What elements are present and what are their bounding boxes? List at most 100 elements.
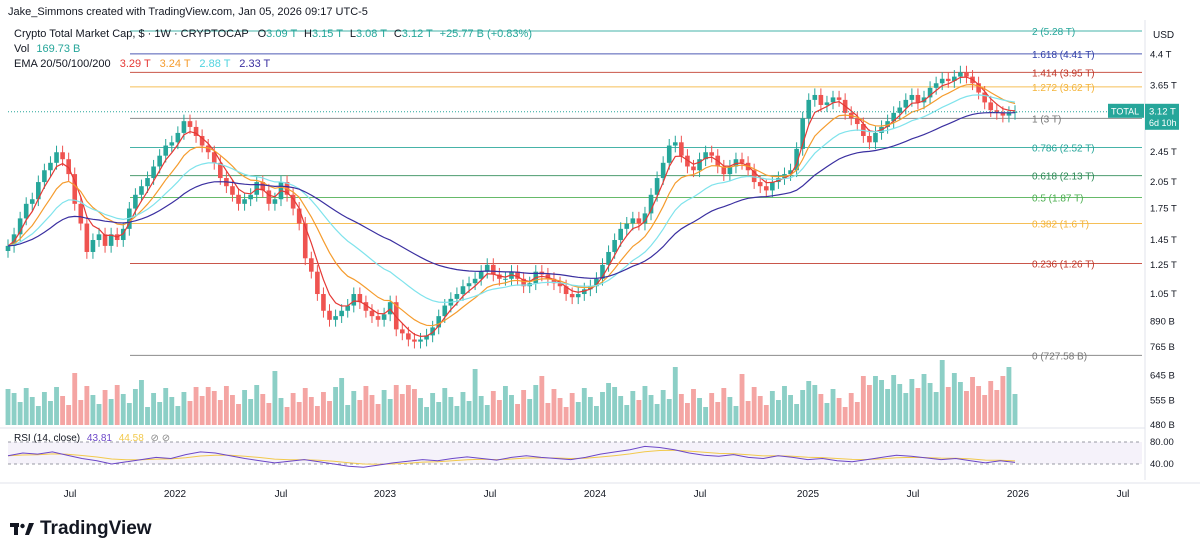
candle-body <box>424 335 429 340</box>
candle-body <box>685 155 690 167</box>
y-tick-label: 765 B <box>1150 342 1175 353</box>
rsi-settings-icon[interactable]: ⊘ ⊘ <box>150 433 171 444</box>
candle-body <box>363 302 369 311</box>
volume-bar <box>727 397 733 425</box>
volume-bar <box>345 405 351 425</box>
candle-body <box>854 118 860 125</box>
volume-bar <box>114 385 120 425</box>
volume-label: Vol <box>14 43 30 55</box>
rsi-ma-value: 44.58 <box>118 433 144 444</box>
fib-level-label: 0 (727.58 B) <box>1032 351 1087 362</box>
volume-bar <box>321 392 326 425</box>
volume-bar <box>818 394 824 425</box>
volume-bar <box>891 375 897 425</box>
volume-bar <box>551 389 557 425</box>
volume-bar <box>163 388 169 425</box>
volume-bar <box>11 393 17 425</box>
candle-body <box>90 240 96 252</box>
candle-body <box>824 102 830 105</box>
close-value: 3.12 T <box>401 28 433 40</box>
candle-body <box>721 166 727 175</box>
volume-bar <box>60 396 66 425</box>
candle-body <box>72 174 78 204</box>
x-tick-label: 2022 <box>164 489 187 500</box>
volume-bar <box>927 383 933 425</box>
candle-body <box>321 294 326 311</box>
volume-bar <box>897 384 903 425</box>
x-tick-label: Jul <box>275 489 288 500</box>
volume-bar <box>521 390 527 425</box>
candle-body <box>630 218 636 224</box>
candle-body <box>406 333 411 340</box>
volume-bar <box>612 387 618 425</box>
last-price-symbol: TOTAL <box>1111 106 1139 116</box>
volume-bar <box>539 376 545 425</box>
volume-bar <box>976 386 982 425</box>
candle-body <box>236 194 241 204</box>
volume-bar <box>527 399 533 425</box>
volume-bar <box>594 406 599 425</box>
candle-body <box>994 110 1000 113</box>
author-line: Jake_Simmons created with TradingView.co… <box>8 6 368 18</box>
y-tick-label: 4.4 T <box>1150 49 1172 60</box>
candle-body <box>333 316 338 320</box>
volume-bar <box>84 386 90 425</box>
volume-bar <box>260 394 266 425</box>
candle-body <box>812 94 818 100</box>
candle-body <box>763 186 769 191</box>
volume-bar <box>199 396 205 425</box>
volume-bar <box>399 394 405 425</box>
rsi-line <box>7 445 1016 468</box>
candle-body <box>163 145 169 156</box>
rsi-band <box>8 442 1142 464</box>
volume-bar <box>836 398 842 425</box>
volume-bar <box>788 395 793 425</box>
volume-bar <box>903 393 909 425</box>
volume-bar <box>460 392 466 425</box>
volume-bar <box>691 389 696 425</box>
volume-bar <box>66 405 72 425</box>
candle-body <box>545 274 551 279</box>
candle-body <box>260 182 266 191</box>
candle-body <box>945 78 951 82</box>
candle-body <box>66 159 71 175</box>
high-value: 3.15 T <box>311 28 343 40</box>
candle-body <box>472 278 478 284</box>
candle-body <box>806 99 812 119</box>
volume-bar <box>418 398 423 425</box>
symbol-line: Crypto Total Market Cap, $ · 1W · CRYPTO… <box>14 28 249 40</box>
y-tick-label: 3.65 T <box>1150 81 1177 92</box>
volume-bar <box>654 404 660 425</box>
volume-bar <box>169 397 175 425</box>
volume-bar <box>23 388 29 425</box>
candle-body <box>642 213 648 224</box>
volume-bar <box>800 390 806 425</box>
rsi-legend: RSI (14, close) 43.81 44.58 ⊘ ⊘ <box>14 433 170 444</box>
y-tick-label: 2.05 T <box>1150 177 1177 188</box>
volume-bar <box>314 406 320 425</box>
tradingview-logo-icon <box>10 523 34 535</box>
volume-bar <box>994 390 1000 425</box>
candle-body <box>964 72 969 77</box>
candle-body <box>418 339 423 342</box>
ema-200-line <box>7 112 1016 279</box>
candle-body <box>309 258 314 272</box>
volume-bar <box>515 404 520 425</box>
candle-body <box>78 203 84 224</box>
candle-body <box>145 178 150 187</box>
candle-body <box>952 76 957 82</box>
candle-body <box>302 223 308 259</box>
volume-bar <box>939 360 945 425</box>
volume-bar <box>254 385 260 425</box>
candle-body <box>42 170 47 183</box>
volume-bar <box>1000 376 1006 425</box>
volume-bar <box>915 388 921 425</box>
candle-body <box>387 302 393 315</box>
volume-bar <box>970 377 975 425</box>
volume-bar <box>48 401 53 425</box>
volume-bar <box>1012 394 1018 425</box>
volume-bar <box>988 381 994 425</box>
rsi-level-label: 40.00 <box>1150 459 1174 470</box>
volume-bar <box>684 403 690 425</box>
